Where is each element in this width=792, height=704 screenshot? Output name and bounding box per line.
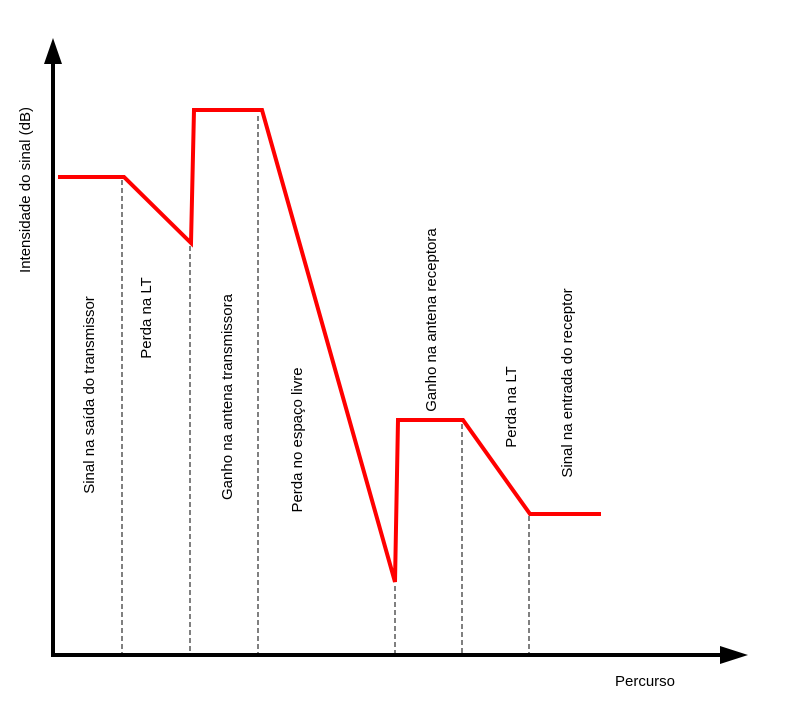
segment-label: Perda na LT bbox=[138, 277, 155, 358]
signal-line bbox=[58, 108, 601, 583]
segment-label: Ganho na antena transmissora bbox=[219, 293, 236, 500]
x-axis-label: Percurso bbox=[615, 673, 675, 690]
y-axis-arrow bbox=[44, 38, 62, 64]
segment-label: Perda no espaço livre bbox=[289, 367, 306, 512]
segment-label: Sinal na saída do transmissor bbox=[81, 296, 98, 494]
segment-label: Ganho na antena receptora bbox=[423, 228, 440, 412]
y-axis-label: Intensidade do sinal (dB) bbox=[17, 107, 34, 273]
x-axis-arrow bbox=[720, 646, 748, 664]
segment-label: Sinal na entrada do receptor bbox=[559, 288, 576, 477]
segment-label: Perda na LT bbox=[503, 366, 520, 447]
